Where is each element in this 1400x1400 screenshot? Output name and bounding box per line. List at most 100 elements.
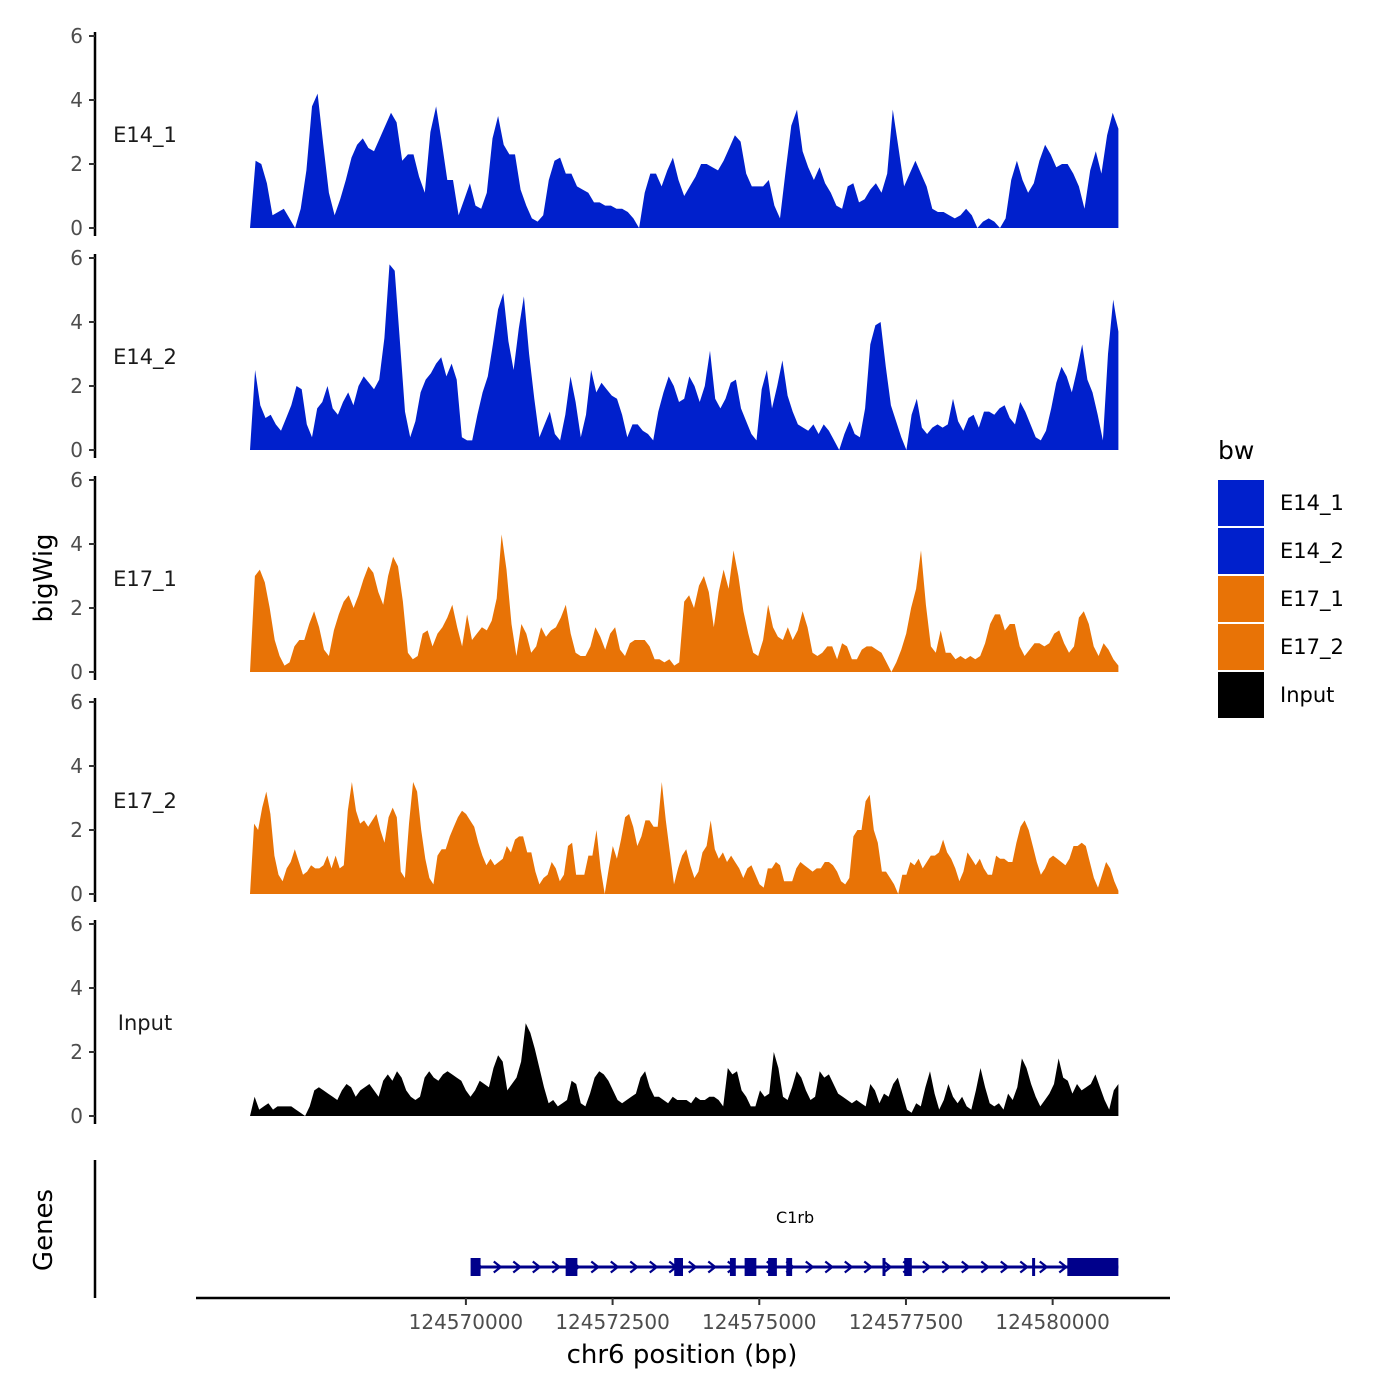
strand-arrow [532,1260,542,1274]
track-E14_2: 0 2 4 6 E14_2 [70,246,1119,462]
strand-arrow [961,1260,971,1274]
legend-item-Input: Input [1218,672,1334,718]
track-label-Input: Input [118,1011,172,1035]
strand-arrow [980,1260,991,1274]
legend-item-E17_1: E17_1 [1218,576,1344,622]
y-tick-label: 2 [70,818,83,842]
legend-label: E17_2 [1280,635,1344,660]
strand-arrow [922,1260,932,1274]
x-tick-label: 124577500 [849,1310,964,1334]
legend-label: Input [1280,683,1334,707]
legend-item-E14_2: E14_2 [1218,528,1344,574]
exon-block [729,1258,736,1276]
y-tick-label: 6 [70,24,83,48]
strand-arrow [629,1260,640,1274]
track-E17_1: 0 2 4 6 E17_1 [70,468,1119,684]
track-E14_1: 0 2 4 6 E14_1 [70,24,1119,240]
exon-block [1067,1258,1119,1276]
strand-arrow [1039,1260,1049,1274]
legend: bw E14_1 E14_2 E17_1 E17_2 Input [1218,436,1344,718]
exon-block [904,1258,912,1276]
y-tick-label: 0 [70,660,83,684]
y-tick-label: 0 [70,438,83,462]
coverage-area-E14_1 [250,93,1119,228]
coverage-area-E17_2 [250,782,1119,894]
y-tick-label: 4 [70,754,83,778]
gene-C1rb: C1rb [470,1208,1119,1276]
y-axis-title: bigWig [29,533,59,622]
strand-arrow [844,1260,854,1274]
coverage-tracks: 0 2 4 6 E14_1 0 2 4 6 E14_2 0 2 4 6 E17_1 0 2 4 6 E17_2 0 2 4 6… [70,24,1119,1128]
legend-swatch [1218,672,1264,718]
strand-arrow [688,1260,698,1274]
legend-item-E17_2: E17_2 [1218,624,1344,670]
strand-arrow [590,1260,601,1274]
x-tick-label: 124570000 [409,1310,524,1334]
gene-name-label: C1rb [776,1208,814,1227]
y-tick-label: 6 [70,246,83,270]
track-label-E17_2: E17_2 [113,789,177,814]
y-tick-label: 4 [70,976,83,1000]
strand-arrow [551,1260,562,1274]
strand-arrow [649,1260,659,1274]
strand-arrow [863,1260,874,1274]
y-tick-label: 2 [70,596,83,620]
y-tick-label: 6 [70,690,83,714]
y-tick-label: 2 [70,1040,83,1064]
coverage-area-Input [250,1023,1119,1116]
x-axis: 124570000 124572500 124575000 124577500 1245… [196,1296,1170,1334]
strand-arrow [883,1260,893,1274]
track-label-E14_1: E14_1 [113,123,177,148]
legend-swatch [1218,576,1264,622]
coverage-area-E14_2 [250,264,1119,450]
y-tick-label: 0 [70,882,83,906]
exon-block [674,1258,683,1276]
strand-arrow [1019,1260,1030,1274]
x-axis-title: chr6 position (bp) [567,1340,798,1370]
legend-swatch [1218,624,1264,670]
track-label-E14_2: E14_2 [113,345,177,370]
x-tick-label: 124580000 [995,1310,1110,1334]
y-tick-label: 0 [70,216,83,240]
exon-block [470,1258,481,1276]
exon-block [786,1258,793,1276]
exon-block [744,1258,757,1276]
y-tick-label: 6 [70,912,83,936]
coverage-area-E17_1 [250,534,1119,672]
y-tick-label: 4 [70,532,83,556]
exon-block [882,1258,886,1276]
strand-arrow [512,1260,523,1274]
y-tick-label: 2 [70,152,83,176]
x-tick-label: 124572500 [555,1310,670,1334]
track-E17_2: 0 2 4 6 E17_2 [70,690,1119,906]
genes-axis-title: Genes [29,1189,59,1271]
y-tick-label: 6 [70,468,83,492]
legend-item-E14_1: E14_1 [1218,480,1344,526]
track-label-E17_1: E17_1 [113,567,177,592]
legend-swatch [1218,480,1264,526]
y-tick-label: 4 [70,310,83,334]
y-tick-label: 0 [70,1104,83,1128]
exon-block [1032,1258,1036,1276]
legend-title: bw [1218,436,1254,465]
strand-arrow [493,1260,503,1274]
legend-label: E17_1 [1280,587,1344,612]
y-tick-label: 2 [70,374,83,398]
exon-block [565,1258,578,1276]
strand-arrow [824,1260,835,1274]
track-Input: 0 2 4 6 Input [70,912,1119,1128]
legend-label: E14_1 [1280,491,1344,516]
exon-block [768,1258,777,1276]
strand-arrow [1000,1260,1010,1274]
strand-arrow [610,1260,620,1274]
y-tick-label: 4 [70,88,83,112]
gene-track: C1rb [93,1160,1119,1298]
strand-arrow [805,1260,815,1274]
legend-swatch [1218,528,1264,574]
strand-arrow [941,1260,952,1274]
strand-arrow [707,1260,718,1274]
x-tick-label: 124575000 [702,1310,817,1334]
legend-label: E14_2 [1280,539,1344,564]
strand-arrow [1058,1260,1069,1274]
